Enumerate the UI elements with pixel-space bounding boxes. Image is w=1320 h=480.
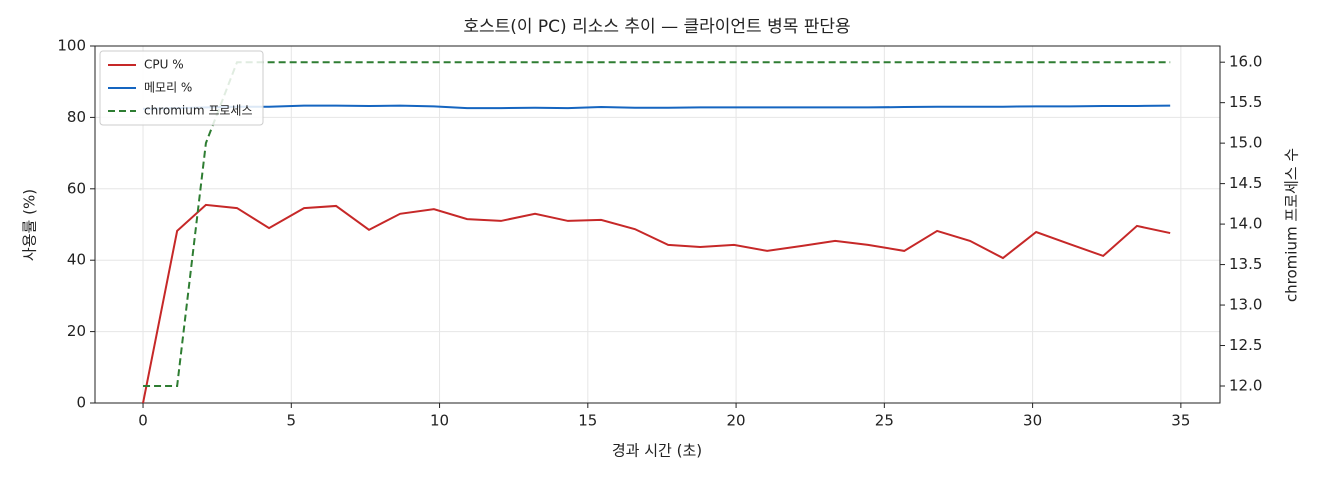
y-tick-label: 80 bbox=[67, 108, 86, 126]
x-tick-label: 25 bbox=[875, 412, 894, 430]
y2-axis-label: chromium 프로세스 수 bbox=[1283, 148, 1301, 302]
x-tick-label: 15 bbox=[578, 412, 597, 430]
series-line bbox=[143, 61, 1171, 387]
y2-tick-label: 16.0 bbox=[1229, 53, 1262, 71]
y-tick-label: 40 bbox=[67, 251, 86, 269]
y2-tick-label: 13.5 bbox=[1229, 255, 1262, 273]
y2-tick-label: 12.5 bbox=[1229, 336, 1262, 354]
plot-frame bbox=[94, 45, 1221, 404]
y-tick-label: 20 bbox=[67, 322, 86, 340]
x-tick-label: 5 bbox=[287, 412, 297, 430]
legend-box bbox=[99, 50, 264, 126]
x-tick-label: 20 bbox=[727, 412, 746, 430]
y-axis-label: 사용률 (%) bbox=[21, 189, 39, 261]
y2-tick-label: 15.5 bbox=[1229, 93, 1262, 111]
legend-label: CPU % bbox=[144, 58, 184, 72]
series-line bbox=[142, 203, 1171, 404]
x-tick-label: 30 bbox=[1023, 412, 1042, 430]
x-axis-label: 경과 시간 (초) bbox=[612, 442, 702, 460]
y2-tick-label: 13.0 bbox=[1229, 296, 1262, 314]
series-line bbox=[143, 104, 1171, 110]
y2-tick-label: 15.0 bbox=[1229, 134, 1262, 152]
x-tick-label: 0 bbox=[138, 412, 148, 430]
y-tick-label: 0 bbox=[76, 394, 86, 412]
y-tick-label: 100 bbox=[57, 37, 86, 55]
y2-tick-label: 14.0 bbox=[1229, 215, 1262, 233]
y2-tick-label: 14.5 bbox=[1229, 174, 1262, 192]
legend: CPU % 메모리 % chromium 프로세스 bbox=[99, 50, 264, 126]
legend-label: 메모리 % bbox=[144, 81, 192, 95]
y-tick-label: 60 bbox=[67, 179, 86, 197]
x-tick-label: 35 bbox=[1171, 412, 1190, 430]
chart-title: 호스트(이 PC) 리소스 추이 — 클라이언트 병목 판단용 bbox=[463, 17, 850, 37]
legend-label: chromium 프로세스 bbox=[144, 104, 253, 118]
y2-tick-label: 12.0 bbox=[1229, 377, 1262, 395]
x-tick-label: 10 bbox=[430, 412, 449, 430]
